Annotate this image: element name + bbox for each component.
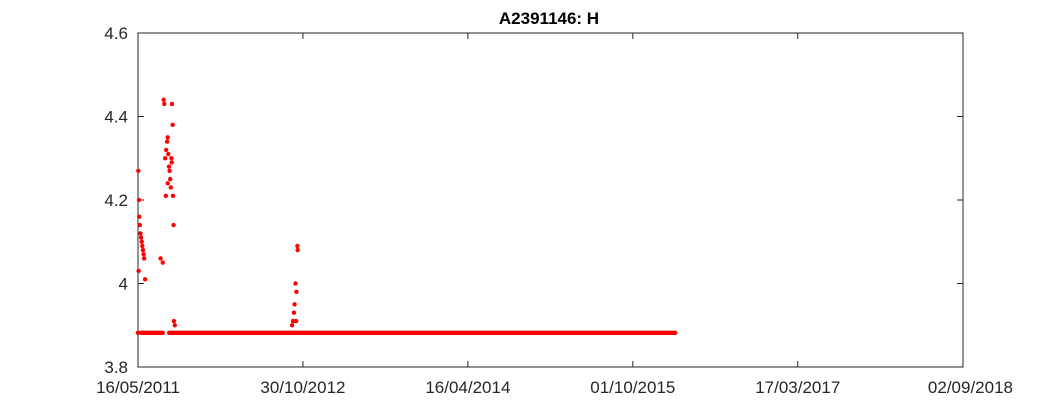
data-point <box>292 302 297 307</box>
data-point <box>140 247 146 253</box>
data-point <box>138 235 144 240</box>
data-point <box>295 247 300 253</box>
data-point <box>170 122 175 128</box>
data-point <box>294 289 299 295</box>
x-tick-label: 02/09/2018 <box>928 378 1013 397</box>
data-point <box>289 323 295 328</box>
chart-title: A2391146: H <box>499 9 599 28</box>
x-tick-label: 17/03/2017 <box>755 378 840 397</box>
y-tick-label: 4.6 <box>104 24 128 43</box>
data-point <box>161 97 166 103</box>
data-point <box>169 101 175 107</box>
y-tick-label: 4 <box>119 275 128 294</box>
data-point <box>165 181 170 186</box>
data-point <box>166 164 172 169</box>
data-point <box>141 256 147 261</box>
data-point <box>291 310 297 315</box>
data-point <box>293 281 298 286</box>
data-point <box>171 222 176 228</box>
data-point <box>142 277 148 282</box>
data-point <box>172 323 178 328</box>
points-layer <box>136 97 300 328</box>
data-point <box>293 318 299 324</box>
data-point <box>162 101 167 107</box>
data-point <box>168 185 174 190</box>
data-point <box>163 193 169 199</box>
data-point <box>164 139 170 144</box>
data-point <box>138 231 143 236</box>
data-point <box>171 318 177 324</box>
data-point <box>141 252 146 257</box>
ticks-layer <box>137 32 964 368</box>
data-point <box>167 176 173 182</box>
data-point <box>158 256 163 261</box>
data-point <box>136 197 142 203</box>
y-tick-label: 3.8 <box>104 358 128 377</box>
data-point <box>295 243 300 249</box>
data-point <box>165 135 170 140</box>
baseline-layer <box>135 330 678 335</box>
x-tick-label: 30/10/2012 <box>260 378 345 397</box>
data-point <box>139 239 144 244</box>
data-point <box>137 214 142 219</box>
data-point <box>137 222 143 228</box>
data-point <box>163 156 168 161</box>
data-point <box>290 318 296 324</box>
data-point <box>136 268 141 274</box>
x-tick-labels: 16/05/2011 30/10/2012 16/04/2014 01/10/2015… <box>96 378 1013 397</box>
data-point <box>169 156 174 161</box>
x-tick-label: 16/04/2014 <box>425 378 510 397</box>
data-point <box>170 193 176 199</box>
x-tick-label: 01/10/2015 <box>590 378 675 397</box>
data-point <box>166 151 171 157</box>
data-point <box>163 147 169 153</box>
data-point <box>169 160 174 165</box>
data-point <box>136 168 141 173</box>
y-tick-labels: 3.8 4 4.2 4.4 4.6 <box>104 24 128 377</box>
data-point <box>167 168 172 173</box>
y-tick-label: 4.2 <box>104 191 128 210</box>
data-point <box>140 243 145 249</box>
data-point <box>160 260 165 265</box>
y-tick-label: 4.4 <box>104 108 128 127</box>
axes-box <box>137 32 964 368</box>
x-tick-label: 16/05/2011 <box>96 378 180 397</box>
